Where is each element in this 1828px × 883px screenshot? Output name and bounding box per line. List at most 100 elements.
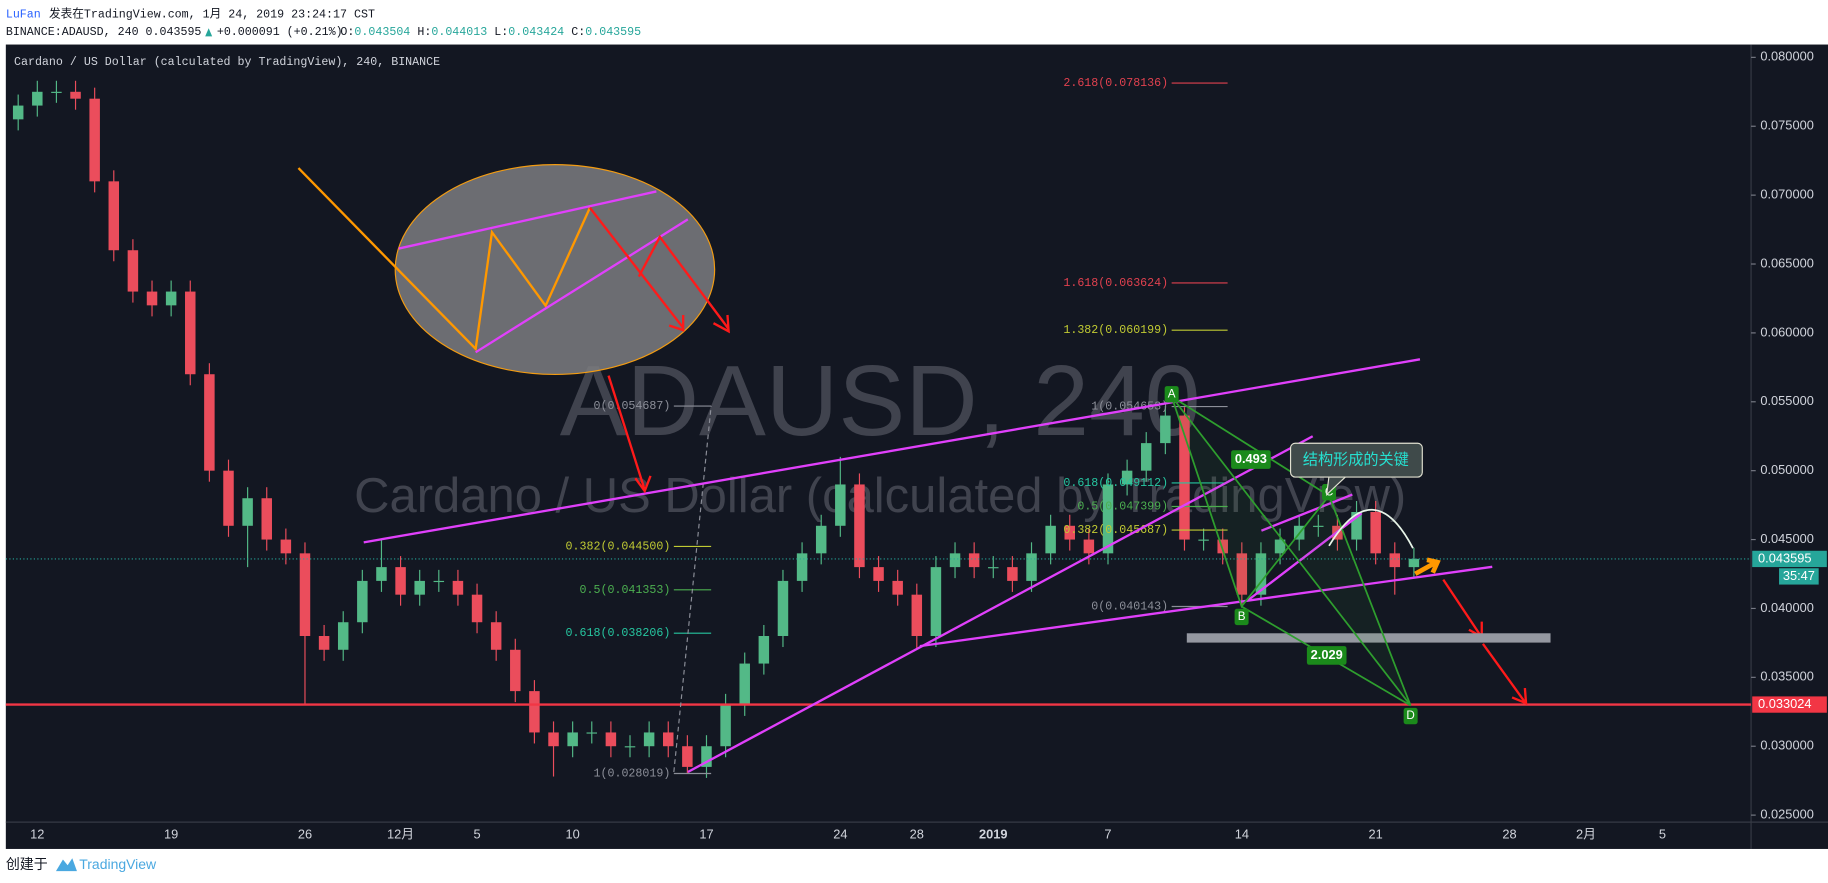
candle-body [376, 567, 387, 581]
x-tick-label: 19 [164, 826, 178, 841]
trend-line [475, 218, 689, 354]
ohlc-key: L: [494, 26, 508, 39]
fib-label: 0(0.040143) [1091, 601, 1168, 614]
point-tag [1403, 707, 1418, 725]
candle-body [318, 636, 330, 650]
candle-body [471, 594, 483, 623]
candle-body [1083, 539, 1095, 554]
watermark: ADAUSD, 240 [560, 345, 1201, 457]
candle-body [758, 636, 770, 664]
candle-body [261, 498, 272, 540]
fib-label: 1(0.028019) [594, 768, 671, 781]
ohlc-value: 0.044013 [431, 26, 487, 39]
candle-body [1217, 539, 1228, 554]
chart-title: Cardano / US Dollar (calculated by Tradi… [14, 56, 440, 69]
candle-body [624, 746, 636, 748]
candle-body [815, 525, 827, 554]
candle-body [1007, 567, 1018, 581]
trend-line [398, 190, 657, 250]
y-tick-label: 0.080000 [1760, 49, 1813, 64]
candle-body [1313, 525, 1324, 527]
arrow-head [668, 314, 730, 334]
candle-body [567, 732, 578, 747]
logo [55, 858, 77, 872]
ohlc-value: 0.043504 [354, 26, 410, 39]
fib-label: 0(0.054687) [594, 400, 671, 413]
zigzag [297, 167, 591, 352]
arrow [588, 207, 685, 329]
candle-body [1140, 443, 1152, 471]
candle-body [1408, 558, 1420, 568]
x-tick-label: 2月 [1576, 826, 1596, 841]
candle-body [299, 553, 311, 637]
y-tick-label: 0.040000 [1760, 600, 1813, 615]
author[interactable]: LuFan [6, 8, 41, 21]
candle-body [12, 105, 24, 120]
candle-body [662, 732, 674, 747]
candle-body [586, 732, 598, 734]
candle-body [1351, 512, 1362, 540]
y-tick-label: 0.075000 [1760, 118, 1813, 133]
y-tick-label: 0.025000 [1760, 807, 1813, 822]
x-tick-label: 14 [1235, 826, 1249, 841]
candle-body [720, 704, 731, 747]
footer-label: 创建于 [6, 856, 48, 872]
candle-body [395, 567, 406, 595]
published: 发表在TradingView.com, 1月 24, 2019 23:24:17… [49, 6, 375, 21]
candle-body [529, 691, 540, 733]
candle-body [337, 622, 349, 650]
y-tick-label: 0.035000 [1760, 669, 1813, 684]
trend-line [919, 565, 1493, 648]
fib-trend [673, 405, 712, 773]
candle-body [968, 553, 980, 568]
candle-body [930, 567, 942, 637]
candle-body [1389, 553, 1401, 568]
arrow [1414, 557, 1441, 576]
trend-line [363, 358, 1421, 544]
axes: 0.025000 0.030000 0.035000 0.040000 0.045000… [30, 49, 1827, 841]
point-label: D [1406, 709, 1414, 722]
candle-body [1102, 484, 1114, 554]
candle-body [204, 374, 215, 471]
fib-label: 0.618(0.049112) [1063, 477, 1168, 490]
ohlc-key: O: [340, 26, 354, 39]
x-tick-label: 5 [1659, 826, 1666, 841]
ratio-tag [1306, 646, 1347, 665]
candle-body [1121, 470, 1133, 485]
callout-text: 结构形成的关键 [1303, 452, 1409, 469]
price-tag-label: 0.033024 [1758, 696, 1811, 711]
symbol: BINANCE:ADAUSD, 240 0.043595 [6, 26, 202, 39]
candle-body [185, 291, 196, 375]
ohlc-key: C: [571, 26, 585, 39]
ohlc-value: 0.043595 [585, 26, 641, 39]
fib-label: 1.382(0.060199) [1063, 324, 1168, 337]
ohlc-value: 0.043424 [508, 26, 564, 39]
y-tick-label: 0.060000 [1760, 324, 1813, 339]
fib-label: 0.5(0.047399) [1077, 501, 1168, 514]
footer-brand[interactable]: TradingView [79, 856, 157, 872]
y-tick-label: 0.030000 [1760, 738, 1813, 753]
candle-body [1274, 539, 1286, 554]
arrow [607, 375, 646, 491]
candle-body [357, 580, 368, 623]
y-tick-label: 0.045000 [1760, 531, 1813, 546]
candle-body [1370, 512, 1381, 554]
ohlc: O: 0.043504 H: 0.044013 L: 0.043424 C: 0.043595 [340, 26, 641, 39]
point-label: A [1168, 387, 1176, 400]
candle-body [796, 553, 808, 581]
arrow [1481, 643, 1526, 703]
curve [1328, 508, 1414, 549]
ellipse [394, 164, 716, 376]
timer-tag [1779, 568, 1819, 585]
x-tick-label: 26 [298, 826, 312, 841]
candle-body [127, 250, 139, 292]
candle-body [51, 91, 62, 93]
y-tick-label: 0.065000 [1760, 255, 1813, 270]
candle-body [892, 580, 903, 595]
candle-body [510, 649, 521, 692]
x-tick-label: 12月 [387, 826, 414, 841]
